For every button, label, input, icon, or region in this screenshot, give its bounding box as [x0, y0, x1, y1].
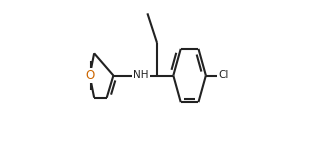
Text: O: O: [85, 69, 94, 82]
Text: NH: NH: [133, 71, 148, 80]
Text: Cl: Cl: [219, 71, 229, 80]
